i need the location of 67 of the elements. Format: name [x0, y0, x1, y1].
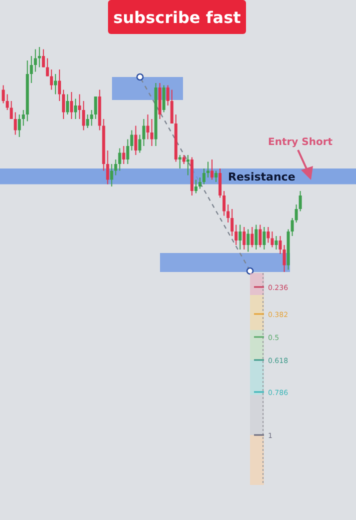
candlestick	[266, 226, 270, 244]
candlestick	[110, 164, 114, 187]
candlestick	[42, 48, 45, 68]
candlestick	[226, 204, 230, 223]
candlestick	[222, 190, 226, 216]
candlestick	[50, 69, 53, 90]
candlestick	[54, 74, 57, 95]
candlestick	[262, 226, 266, 250]
candlestick	[170, 89, 174, 124]
candlestick	[138, 134, 142, 154]
candlestick	[130, 130, 134, 151]
candlestick	[270, 231, 274, 248]
candlestick	[62, 89, 66, 120]
candlestick	[234, 224, 238, 246]
candlestick	[246, 228, 250, 252]
candlestick	[134, 125, 138, 156]
candlestick	[30, 56, 33, 84]
candlestick	[142, 118, 146, 146]
candlestick	[186, 154, 190, 176]
candlestick	[38, 46, 41, 68]
candlestick	[214, 170, 218, 182]
candlestick	[10, 100, 13, 120]
candlestick	[242, 226, 246, 250]
candlestick	[278, 236, 282, 254]
candlestick	[258, 224, 262, 248]
candlestick	[198, 177, 202, 190]
candlestick	[6, 94, 9, 110]
candlestick	[114, 159, 118, 176]
candlestick	[106, 150, 110, 185]
candlestick	[14, 112, 17, 136]
candlestick	[150, 118, 154, 146]
candlestick	[230, 208, 234, 236]
candlestick	[82, 100, 86, 131]
candlestick	[274, 236, 278, 250]
candlestick	[2, 84, 5, 104]
candlestick	[202, 168, 206, 185]
candlestick	[122, 146, 126, 164]
candlestick	[118, 148, 122, 172]
candlestick	[294, 204, 298, 223]
candlestick	[126, 138, 130, 164]
candlestick	[218, 168, 222, 198]
annotation: Entry Short	[268, 137, 333, 148]
candlestick	[22, 110, 25, 126]
candlestick	[290, 218, 294, 236]
candlestick	[34, 48, 37, 72]
chart-title: subscribe fast	[108, 0, 246, 34]
candlestick	[282, 244, 286, 272]
candlestick	[238, 224, 242, 250]
candlestick	[78, 94, 82, 120]
candlestick	[86, 114, 90, 128]
candlestick	[210, 159, 214, 180]
candlestick	[166, 84, 170, 106]
candlestick	[162, 84, 166, 113]
candlestick	[194, 179, 198, 194]
candlestick	[70, 92, 74, 120]
candlestick	[94, 96, 98, 120]
candlestick	[18, 114, 21, 138]
candlestick	[90, 110, 94, 126]
candlestick	[298, 190, 302, 212]
candlestick	[146, 114, 150, 140]
candlestick	[58, 69, 61, 102]
candlestick	[250, 226, 254, 248]
candlestick	[66, 94, 70, 115]
candlestick	[254, 224, 258, 250]
candlestick	[46, 58, 49, 77]
candlestick	[74, 98, 78, 120]
band-label: Resistance	[228, 170, 296, 184]
